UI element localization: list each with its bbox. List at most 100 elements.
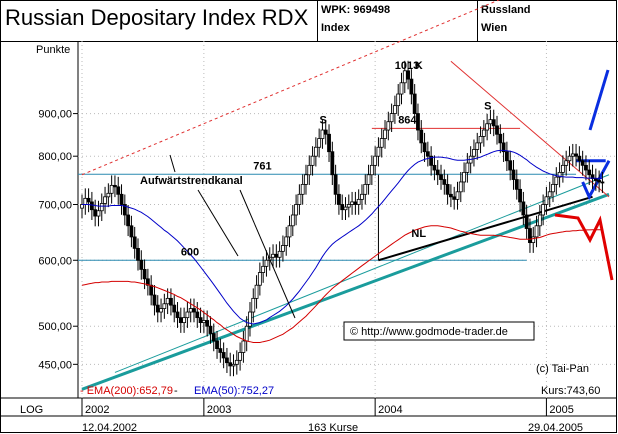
candle-body-up bbox=[251, 297, 256, 313]
candle bbox=[350, 191, 354, 215]
candle-body-down bbox=[211, 333, 216, 342]
candle-body-down bbox=[584, 164, 588, 171]
candle-body-down bbox=[126, 214, 131, 227]
candle bbox=[422, 132, 427, 162]
candle-body-up bbox=[188, 308, 193, 313]
chart-title: Russian Depositary Index RDX bbox=[5, 5, 309, 30]
candle-body-down bbox=[116, 186, 121, 195]
scale-label: LOG bbox=[20, 404, 43, 416]
candle-body-down bbox=[155, 304, 160, 313]
neckline-label: NL bbox=[411, 228, 426, 240]
candle bbox=[429, 146, 434, 176]
candle-body-up bbox=[393, 105, 397, 114]
candle-body-up bbox=[300, 183, 305, 195]
wpk-cell bbox=[318, 1, 478, 41]
candle-body-down bbox=[593, 178, 598, 181]
candle-body-down bbox=[215, 340, 219, 349]
candle bbox=[178, 307, 183, 333]
candle-body-up bbox=[106, 192, 111, 198]
candle-body-up bbox=[343, 206, 348, 211]
candle-body-up bbox=[271, 253, 275, 258]
candle bbox=[145, 268, 150, 296]
candle-body-down bbox=[93, 209, 98, 217]
candle-body-down bbox=[113, 184, 117, 188]
candle bbox=[544, 186, 549, 215]
footer-layer: LOG 12.04.2002 163 Kurse 29.04.2005 bbox=[20, 404, 583, 434]
copyright: (c) Tai-Pan bbox=[536, 363, 589, 375]
candle-body-up bbox=[159, 308, 163, 313]
candle-body-down bbox=[498, 133, 503, 144]
candle-body-down bbox=[323, 129, 328, 135]
candle bbox=[103, 186, 107, 214]
candle bbox=[537, 204, 542, 237]
title-cell bbox=[1, 1, 318, 41]
candle bbox=[551, 174, 555, 203]
candle-body-down bbox=[452, 196, 457, 200]
candle-body-down bbox=[409, 78, 414, 95]
candle-body-up bbox=[478, 136, 483, 144]
candle bbox=[241, 330, 246, 363]
candle-body-up bbox=[261, 265, 266, 273]
x-tick-label: 2004 bbox=[378, 404, 402, 416]
candle bbox=[122, 194, 127, 226]
candle-body-up bbox=[350, 201, 354, 205]
candle-body-down bbox=[528, 228, 532, 244]
candle bbox=[211, 323, 216, 352]
candle-body-up bbox=[376, 146, 381, 157]
candle-body-up bbox=[287, 225, 292, 238]
candle bbox=[534, 215, 539, 248]
candle bbox=[257, 262, 262, 296]
instrument-type: Index bbox=[321, 22, 350, 34]
candle-body-down bbox=[442, 179, 447, 185]
candle-body-up bbox=[234, 359, 239, 365]
candle bbox=[485, 113, 490, 141]
candle-body-up bbox=[99, 203, 104, 212]
url-text: © http://www.godmode-trader.de bbox=[350, 326, 508, 338]
candle bbox=[313, 137, 318, 167]
candle bbox=[419, 120, 424, 154]
ema200-line bbox=[81, 225, 603, 343]
candle bbox=[498, 124, 503, 154]
candle-body-down bbox=[122, 204, 127, 216]
candle bbox=[155, 295, 160, 323]
candle-body-down bbox=[435, 169, 440, 176]
candle bbox=[317, 128, 322, 158]
candle bbox=[452, 186, 457, 210]
candle-body-down bbox=[495, 125, 499, 135]
candle-body-up bbox=[564, 160, 569, 166]
candle bbox=[304, 164, 308, 195]
candle bbox=[93, 199, 98, 227]
ema50-legend: EMA(50):752,27 bbox=[194, 385, 274, 397]
candle-body-up bbox=[402, 70, 407, 84]
candle-body-up bbox=[356, 198, 361, 205]
candle bbox=[488, 109, 493, 135]
candle-body-up bbox=[165, 297, 170, 305]
candle bbox=[373, 146, 378, 176]
ema50-line bbox=[82, 149, 603, 325]
candle bbox=[294, 194, 298, 226]
candle-body-down bbox=[129, 225, 134, 238]
candle bbox=[238, 342, 243, 371]
x-tick-label: 2003 bbox=[207, 404, 231, 416]
candle bbox=[577, 146, 582, 172]
candle bbox=[277, 241, 282, 268]
candle bbox=[343, 197, 348, 220]
y-tick-label: 700,00 bbox=[38, 199, 72, 211]
legend-separator: - bbox=[174, 385, 178, 397]
candle bbox=[518, 179, 522, 213]
channel-label: Aufwärtstrendkanal bbox=[140, 175, 243, 187]
candle bbox=[264, 250, 269, 277]
candle-body-down bbox=[132, 236, 137, 249]
candle-body-up bbox=[383, 129, 387, 139]
candle bbox=[337, 184, 341, 215]
candle-body-down bbox=[574, 153, 578, 157]
candle-body-down bbox=[136, 247, 140, 261]
candle bbox=[442, 169, 447, 195]
candle bbox=[333, 164, 338, 205]
candle bbox=[159, 298, 163, 323]
candle-body-up bbox=[109, 184, 114, 194]
candle-body-up bbox=[396, 93, 401, 107]
candle bbox=[597, 170, 602, 193]
candle bbox=[330, 141, 335, 186]
candle-body-up bbox=[386, 121, 391, 131]
